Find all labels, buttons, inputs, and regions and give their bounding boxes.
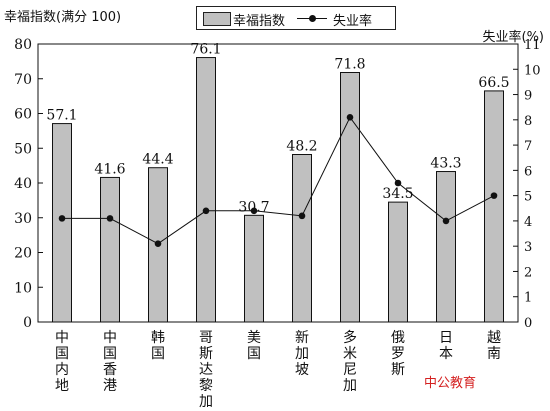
- x-tick-label-char: 香: [103, 362, 117, 378]
- x-tick-label-char: 国: [151, 346, 165, 362]
- x-tick-label-char: 国: [103, 346, 117, 362]
- x-tick-label-char: 尼: [343, 362, 357, 378]
- x-tick-label-char: 多: [343, 329, 357, 346]
- bar: [100, 176, 120, 323]
- x-tick-label-char: 米: [343, 346, 357, 362]
- line-point: [490, 192, 498, 199]
- y-left-tick-label: 10: [14, 280, 32, 296]
- bar: [292, 154, 312, 323]
- y-right-tick-label: 0: [524, 316, 532, 331]
- line-point: [202, 207, 210, 215]
- y-right-tick-label: 6: [524, 164, 532, 179]
- x-tick-label-char: 日: [439, 330, 453, 346]
- y-right-tick-label: 8: [524, 114, 532, 129]
- x-tick-label-char: 越: [487, 330, 501, 346]
- watermark: 中公教育: [424, 376, 477, 391]
- y-right-tick-label: 3: [524, 240, 532, 255]
- x-tick-label-char: 斯: [391, 362, 405, 378]
- y-left-tick-label: 0: [23, 315, 32, 331]
- line-point: [442, 217, 450, 225]
- y-left-tick-label: 40: [14, 176, 32, 192]
- bar-value-label: 44.4: [142, 152, 173, 168]
- y-axis-right-label: 失业率(%): [482, 30, 545, 45]
- y-left-tick-label: 70: [14, 72, 32, 88]
- y-right-tick-label: 7: [524, 139, 532, 154]
- x-tick-label-char: 哥: [199, 330, 213, 346]
- y-left-tick-label: 50: [14, 141, 32, 157]
- x-tick-label-char: 加: [343, 378, 357, 394]
- bar-value-label: 43.3: [430, 156, 461, 172]
- y-right-tick-label: 2: [524, 265, 532, 280]
- bar-value-label: 57.1: [46, 108, 77, 124]
- bar: [436, 171, 456, 323]
- y-right-tick-label: 9: [524, 89, 532, 104]
- legend: 幸福指数 失业率: [196, 6, 396, 30]
- bar-value-label: 76.1: [190, 42, 221, 58]
- x-tick-label-char: 罗: [391, 346, 405, 362]
- x-tick-label-char: 斯: [199, 346, 213, 362]
- legend-label-bars: 幸福指数: [233, 14, 286, 29]
- y-axis-left-label: 幸福指数(满分 100): [4, 10, 122, 25]
- x-tick-label-char: 美: [247, 330, 261, 346]
- x-tick-label-char: 国: [55, 346, 69, 362]
- bar: [244, 214, 264, 323]
- y-right-tick-label: 4: [524, 215, 532, 230]
- x-tick-label-char: 达: [199, 362, 213, 378]
- bar: [484, 90, 504, 323]
- y-left-tick-label: 80: [14, 37, 32, 53]
- x-tick-label-char: 俄: [391, 330, 405, 346]
- line-point: [106, 215, 114, 222]
- x-tick-label-char: 韩: [151, 330, 165, 346]
- bar: [340, 71, 360, 323]
- bar-value-label: 71.8: [334, 56, 365, 72]
- x-tick-label-char: 地: [55, 378, 69, 394]
- y-right-tick-label: 1: [524, 291, 532, 306]
- line-point: [154, 240, 162, 247]
- y-left-tick-label: 60: [14, 107, 32, 123]
- x-tick-label-char: 港: [103, 378, 117, 394]
- bar-value-label: 66.5: [478, 75, 509, 91]
- legend-bar-swatch: [203, 12, 231, 26]
- x-tick-label-char: 加: [295, 346, 309, 362]
- line-point: [58, 215, 66, 222]
- bar-value-label: 41.6: [94, 161, 125, 177]
- y-right-tick-label: 10: [524, 63, 541, 78]
- line-point: [394, 179, 402, 187]
- x-tick-label-char: 中: [103, 330, 117, 346]
- y-right-tick-label: 5: [524, 190, 532, 205]
- line-point: [346, 113, 354, 121]
- line-point: [250, 207, 258, 215]
- x-tick-label-char: 国: [247, 346, 261, 362]
- y-left-tick-label: 20: [14, 246, 32, 262]
- bar-value-label: 34.5: [382, 186, 413, 202]
- x-tick-label-char: 南: [487, 346, 501, 362]
- x-tick-label-char: 加: [199, 394, 213, 410]
- x-tick-label-char: 坡: [295, 362, 309, 378]
- y-left-tick-label: 30: [14, 211, 32, 227]
- x-tick-label-char: 本: [439, 346, 453, 362]
- bar: [388, 201, 408, 323]
- bar: [196, 57, 216, 323]
- legend-label-line: 失业率: [333, 14, 373, 29]
- x-tick-label-char: 黎: [199, 378, 213, 394]
- bar: [52, 123, 72, 323]
- x-tick-label-char: 内: [55, 362, 69, 378]
- line-point: [298, 212, 306, 220]
- bar-value-label: 48.2: [286, 139, 317, 155]
- y-right-tick-label: 11: [524, 38, 541, 53]
- legend-marker-swatch: [309, 15, 316, 22]
- x-tick-label-char: 新: [295, 330, 309, 346]
- unemployment-line: [62, 116, 495, 245]
- x-tick-label-char: 中: [55, 330, 69, 346]
